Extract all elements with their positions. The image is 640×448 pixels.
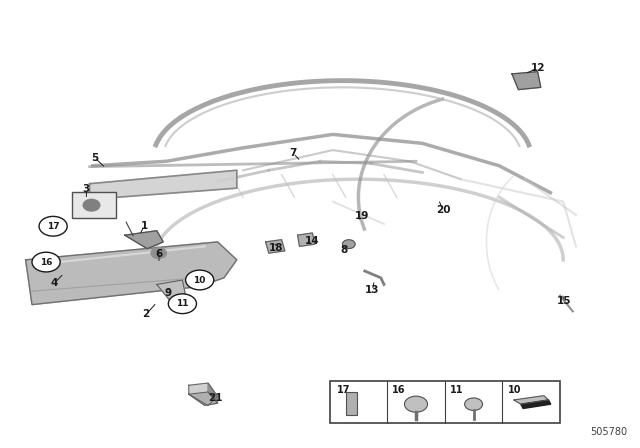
Polygon shape <box>125 231 163 249</box>
Text: 17: 17 <box>47 222 60 231</box>
Text: 18: 18 <box>269 243 284 253</box>
Text: 3: 3 <box>83 184 90 194</box>
Text: 4: 4 <box>51 278 58 288</box>
Circle shape <box>39 216 67 236</box>
Text: 15: 15 <box>557 296 572 306</box>
Polygon shape <box>521 400 551 409</box>
Text: 17: 17 <box>337 385 351 395</box>
Polygon shape <box>189 392 218 405</box>
Polygon shape <box>157 280 186 300</box>
Polygon shape <box>298 233 315 246</box>
Text: 6: 6 <box>155 250 163 259</box>
Polygon shape <box>514 396 548 404</box>
Text: 16: 16 <box>392 385 406 395</box>
Text: 16: 16 <box>40 258 52 267</box>
Circle shape <box>83 199 100 211</box>
Text: 505780: 505780 <box>590 427 627 437</box>
Circle shape <box>342 240 355 249</box>
Polygon shape <box>512 72 541 90</box>
FancyBboxPatch shape <box>330 381 560 423</box>
Text: 7: 7 <box>289 148 297 158</box>
Polygon shape <box>90 170 237 199</box>
Circle shape <box>151 248 166 258</box>
Text: 20: 20 <box>436 205 450 215</box>
Text: 1: 1 <box>140 221 148 231</box>
Polygon shape <box>266 240 285 253</box>
Text: 9: 9 <box>164 288 172 297</box>
Text: 11: 11 <box>450 385 463 395</box>
Text: 5: 5 <box>91 153 99 163</box>
FancyBboxPatch shape <box>72 192 116 218</box>
Text: 14: 14 <box>305 236 319 246</box>
Circle shape <box>168 294 196 314</box>
Circle shape <box>32 252 60 272</box>
Polygon shape <box>208 383 218 403</box>
Circle shape <box>186 270 214 290</box>
Text: 8: 8 <box>340 245 348 255</box>
Text: 21: 21 <box>208 393 222 403</box>
Text: 11: 11 <box>176 299 189 308</box>
Text: 13: 13 <box>365 285 380 295</box>
Polygon shape <box>26 242 237 305</box>
Text: 2: 2 <box>142 310 150 319</box>
Circle shape <box>465 398 483 410</box>
Text: 10: 10 <box>508 385 521 395</box>
Text: 12: 12 <box>531 63 545 73</box>
Polygon shape <box>189 383 208 394</box>
Bar <box>346 392 357 415</box>
Circle shape <box>404 396 428 412</box>
Text: 19: 19 <box>355 211 369 221</box>
Text: 10: 10 <box>193 276 206 284</box>
